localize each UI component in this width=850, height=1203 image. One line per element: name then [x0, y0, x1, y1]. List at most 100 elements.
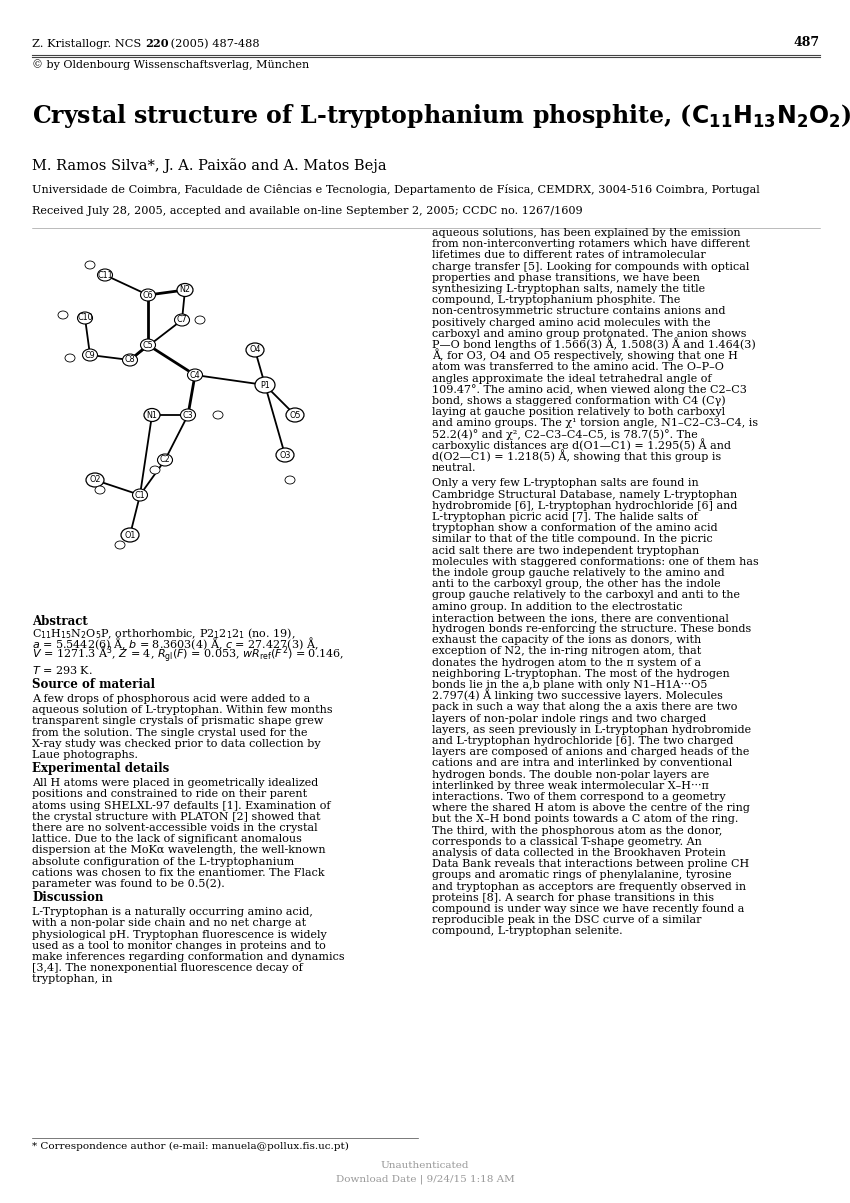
Text: the indole group gauche relatively to the amino and: the indole group gauche relatively to th…: [432, 568, 724, 577]
Text: C7: C7: [177, 315, 187, 325]
Text: exhaust the capacity of the ions as donors, with: exhaust the capacity of the ions as dono…: [432, 635, 701, 645]
Ellipse shape: [122, 354, 138, 366]
Text: but the X–H bond points towards a C atom of the ring.: but the X–H bond points towards a C atom…: [432, 814, 739, 824]
Text: atom was transferred to the amino acid. The O–P–O: atom was transferred to the amino acid. …: [432, 362, 724, 373]
Ellipse shape: [276, 448, 294, 462]
Text: X-ray study was checked prior to data collection by: X-ray study was checked prior to data co…: [32, 739, 320, 748]
Text: * Correspondence author (e-mail: manuela@pollux.fis.uc.pt): * Correspondence author (e-mail: manuela…: [32, 1142, 348, 1151]
Text: Only a very few L-tryptophan salts are found in: Only a very few L-tryptophan salts are f…: [432, 479, 699, 488]
Text: laying at gauche position relatively to both carboxyl: laying at gauche position relatively to …: [432, 407, 725, 417]
Text: P—O bond lengths of 1.566(3) Å, 1.508(3) Å and 1.464(3): P—O bond lengths of 1.566(3) Å, 1.508(3)…: [432, 337, 756, 350]
Ellipse shape: [195, 316, 205, 324]
Ellipse shape: [58, 312, 68, 319]
Text: O3: O3: [280, 450, 291, 460]
Text: angles approximate the ideal tetrahedral angle of: angles approximate the ideal tetrahedral…: [432, 374, 711, 384]
Ellipse shape: [86, 473, 104, 487]
Text: groups and aromatic rings of phenylalanine, tyrosine: groups and aromatic rings of phenylalani…: [432, 871, 732, 881]
Text: group gauche relatively to the carboxyl and anti to the: group gauche relatively to the carboxyl …: [432, 591, 740, 600]
Text: hydrobromide [6], L-tryptophan hydrochloride [6] and: hydrobromide [6], L-tryptophan hydrochlo…: [432, 500, 737, 511]
Text: Crystal structure of L-tryptophanium phosphite, ($\mathbf{C_{11}H_{13}N_2O_2}$)[: Crystal structure of L-tryptophanium pho…: [32, 102, 850, 130]
Text: P1: P1: [260, 380, 269, 390]
Text: The third, with the phosphorous atom as the donor,: The third, with the phosphorous atom as …: [432, 825, 722, 836]
Text: Å, for O3, O4 and O5 respectively, showing that one H: Å, for O3, O4 and O5 respectively, showi…: [432, 349, 738, 361]
Text: O4: O4: [249, 345, 261, 355]
Text: L-tryptophan picric acid [7]. The halide salts of: L-tryptophan picric acid [7]. The halide…: [432, 512, 698, 522]
Text: there are no solvent-accessible voids in the crystal: there are no solvent-accessible voids in…: [32, 823, 318, 832]
Bar: [32, 236, 418, 620]
Text: L-Tryptophan is a naturally occurring amino acid,: L-Tryptophan is a naturally occurring am…: [32, 907, 313, 917]
Ellipse shape: [82, 349, 98, 361]
Text: C4: C4: [190, 371, 201, 379]
Text: where the shared H atom is above the centre of the ring: where the shared H atom is above the cen…: [432, 804, 750, 813]
Text: All H atoms were placed in geometrically idealized: All H atoms were placed in geometrically…: [32, 778, 318, 788]
Text: © by Oldenbourg Wissenschaftsverlag, München: © by Oldenbourg Wissenschaftsverlag, Mün…: [32, 59, 309, 70]
Ellipse shape: [180, 409, 196, 421]
Ellipse shape: [213, 411, 223, 419]
Text: lattice. Due to the lack of significant anomalous: lattice. Due to the lack of significant …: [32, 834, 302, 845]
Text: tryptophan show a conformation of the amino acid: tryptophan show a conformation of the am…: [432, 523, 717, 533]
Text: d(O2—C1) = 1.218(5) Å, showing that this group is: d(O2—C1) = 1.218(5) Å, showing that this…: [432, 449, 722, 462]
Text: C10: C10: [77, 314, 93, 322]
Text: lifetimes due to different rates of intramolecular: lifetimes due to different rates of intr…: [432, 250, 706, 260]
Ellipse shape: [121, 528, 139, 543]
Text: proteins [8]. A search for phase transitions in this: proteins [8]. A search for phase transit…: [432, 893, 714, 902]
Text: parameter was found to be 0.5(2).: parameter was found to be 0.5(2).: [32, 878, 224, 889]
Text: properties and phase transitions, we have been: properties and phase transitions, we hav…: [432, 273, 700, 283]
Text: 487: 487: [794, 36, 820, 49]
Text: Universidade de Coimbra, Faculdade de Ciências e Tecnologia, Departamento de Fís: Universidade de Coimbra, Faculdade de Ci…: [32, 184, 760, 195]
Text: neutral.: neutral.: [432, 463, 477, 473]
Text: $T$ = 293 K.: $T$ = 293 K.: [32, 664, 93, 676]
Text: Source of material: Source of material: [32, 678, 155, 691]
Ellipse shape: [77, 312, 93, 324]
Text: C$_{11}$H$_{15}$N$_2$O$_5$P, orthorhombic, P2$_1$2$_1$2$_1$ (no. 19),: C$_{11}$H$_{15}$N$_2$O$_5$P, orthorhombi…: [32, 627, 296, 641]
Text: Cambridge Structural Database, namely L-tryptophan: Cambridge Structural Database, namely L-…: [432, 490, 737, 499]
Ellipse shape: [65, 354, 75, 362]
Text: donates the hydrogen atom to the π system of a: donates the hydrogen atom to the π syste…: [432, 658, 701, 668]
Text: C11: C11: [97, 271, 113, 279]
Text: 2.797(4) Å linking two successive layers. Molecules: 2.797(4) Å linking two successive layers…: [432, 688, 722, 701]
Text: Experimental details: Experimental details: [32, 763, 169, 775]
Text: cations was chosen to fix the enantiomer. The Flack: cations was chosen to fix the enantiomer…: [32, 867, 325, 878]
Ellipse shape: [115, 541, 125, 549]
Text: from non-interconverting rotamers which have different: from non-interconverting rotamers which …: [432, 239, 750, 249]
Text: N2: N2: [179, 285, 190, 295]
Text: 52.2(4)° and χ², C2–C3–C4–C5, is 78.7(5)°. The: 52.2(4)° and χ², C2–C3–C4–C5, is 78.7(5)…: [432, 428, 698, 439]
Text: reproducible peak in the DSC curve of a similar: reproducible peak in the DSC curve of a …: [432, 915, 701, 925]
Text: physiological pH. Tryptophan fluorescence is widely: physiological pH. Tryptophan fluorescenc…: [32, 930, 326, 940]
Text: interaction between the ions, there are conventional: interaction between the ions, there are …: [432, 612, 728, 623]
Text: dispersion at the MoKα wavelength, the well-known: dispersion at the MoKα wavelength, the w…: [32, 846, 326, 855]
Text: hydrogen bonds re-enforcing the structure. These bonds: hydrogen bonds re-enforcing the structur…: [432, 624, 751, 634]
Text: hydrogen bonds. The double non-polar layers are: hydrogen bonds. The double non-polar lay…: [432, 770, 709, 780]
Text: absolute configuration of the L-tryptophanium: absolute configuration of the L-tryptoph…: [32, 857, 294, 866]
Text: C5: C5: [143, 340, 153, 350]
Text: Discussion: Discussion: [32, 891, 104, 905]
Ellipse shape: [85, 261, 95, 269]
Text: carboxyl and amino group protonated. The anion shows: carboxyl and amino group protonated. The…: [432, 328, 746, 339]
Text: synthesizing L-tryptophan salts, namely the title: synthesizing L-tryptophan salts, namely …: [432, 284, 706, 294]
Text: and amino groups. The χ¹ torsion angle, N1–C2–C3–C4, is: and amino groups. The χ¹ torsion angle, …: [432, 419, 758, 428]
Text: 109.47°. The amino acid, when viewed along the C2–C3: 109.47°. The amino acid, when viewed alo…: [432, 384, 747, 395]
Text: Laue photographs.: Laue photographs.: [32, 749, 138, 760]
Text: Received July 28, 2005, accepted and available on-line September 2, 2005; CCDC n: Received July 28, 2005, accepted and ava…: [32, 206, 583, 217]
Text: cations and are intra and interlinked by conventional: cations and are intra and interlinked by…: [432, 758, 732, 769]
Text: [3,4]. The nonexponential fluorescence decay of: [3,4]. The nonexponential fluorescence d…: [32, 964, 303, 973]
Text: pack in such a way that along the a axis there are two: pack in such a way that along the a axis…: [432, 703, 737, 712]
Text: Data Bank reveals that interactions between proline CH: Data Bank reveals that interactions betw…: [432, 859, 749, 870]
Text: layers, as seen previously in L-tryptophan hydrobromide: layers, as seen previously in L-tryptoph…: [432, 724, 751, 735]
Text: similar to that of the title compound. In the picric: similar to that of the title compound. I…: [432, 534, 713, 545]
Text: make inferences regarding conformation and dynamics: make inferences regarding conformation a…: [32, 952, 344, 962]
Text: bond, shows a staggered conformation with C4 (Cγ): bond, shows a staggered conformation wit…: [432, 396, 726, 405]
Text: exception of N2, the in-ring nitrogen atom, that: exception of N2, the in-ring nitrogen at…: [432, 646, 701, 657]
Text: from the solution. The single crystal used for the: from the solution. The single crystal us…: [32, 728, 308, 737]
Ellipse shape: [95, 486, 105, 494]
Text: layers of non-polar indole rings and two charged: layers of non-polar indole rings and two…: [432, 713, 706, 723]
Text: transparent single crystals of prismatic shape grew: transparent single crystals of prismatic…: [32, 717, 323, 727]
Text: layers are composed of anions and charged heads of the: layers are composed of anions and charge…: [432, 747, 750, 757]
Text: bonds lie in the a,b plane with only N1–H1A···O5: bonds lie in the a,b plane with only N1–…: [432, 680, 707, 691]
Text: atoms using SHELXL-97 defaults [1]. Examination of: atoms using SHELXL-97 defaults [1]. Exam…: [32, 801, 331, 811]
Text: corresponds to a classical T-shape geometry. An: corresponds to a classical T-shape geome…: [432, 837, 702, 847]
Text: neighboring L-tryptophan. The most of the hydrogen: neighboring L-tryptophan. The most of th…: [432, 669, 730, 678]
Ellipse shape: [133, 488, 148, 500]
Ellipse shape: [157, 454, 173, 466]
Text: C6: C6: [143, 290, 153, 300]
